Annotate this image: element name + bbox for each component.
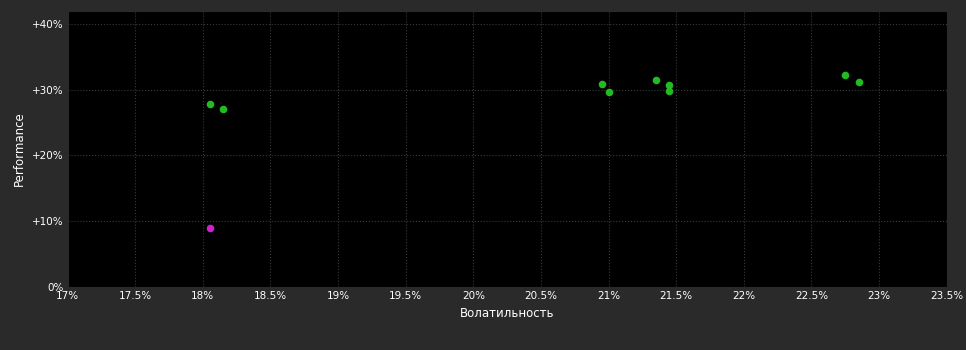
- Point: [662, 82, 677, 88]
- Point: [215, 106, 231, 111]
- Point: [202, 101, 217, 107]
- Point: [601, 89, 616, 95]
- X-axis label: Волатильность: Волатильность: [460, 307, 554, 320]
- Point: [662, 88, 677, 93]
- Point: [594, 82, 610, 87]
- Point: [851, 79, 867, 85]
- Point: [648, 77, 664, 83]
- Point: [202, 225, 217, 231]
- Y-axis label: Performance: Performance: [14, 111, 26, 186]
- Point: [838, 72, 853, 78]
